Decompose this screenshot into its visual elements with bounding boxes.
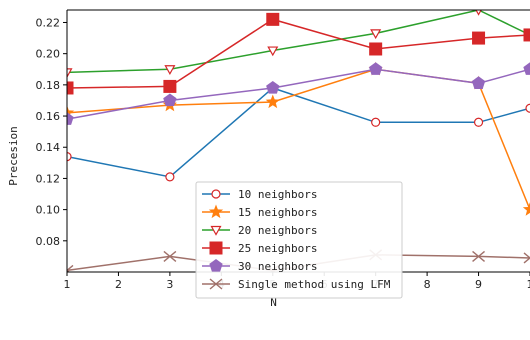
data-point	[471, 76, 486, 89]
data-point	[163, 250, 177, 262]
legend-item: 20 neighbors	[202, 224, 317, 237]
data-point	[472, 250, 486, 262]
x-tick-label: 9	[475, 278, 482, 291]
data-point	[267, 46, 279, 57]
data-point	[266, 12, 280, 26]
legend-marker	[209, 241, 223, 255]
legend-label: 30 neighbors	[238, 260, 317, 273]
series-4	[67, 12, 530, 95]
x-tick-label: 2	[115, 278, 122, 291]
data-point	[67, 81, 74, 95]
data-point	[67, 112, 74, 125]
legend-marker	[210, 225, 222, 236]
data-point	[163, 79, 177, 93]
plot-area	[67, 10, 530, 272]
data-point	[369, 62, 383, 75]
data-point	[67, 151, 72, 162]
data-point	[67, 68, 73, 79]
y-tick-label: 0.22	[36, 16, 61, 29]
data-point	[371, 117, 381, 127]
y-tick-label: 0.18	[36, 79, 61, 92]
series-1	[67, 83, 530, 182]
data-point	[369, 42, 383, 56]
y-tick-label: 0.20	[36, 48, 61, 61]
y-tick-label: 0.16	[36, 110, 61, 123]
data-point	[265, 94, 280, 109]
legend-box	[195, 181, 403, 299]
legend-marker	[208, 204, 224, 219]
y-tick-label: 0.10	[36, 204, 61, 217]
y-tick-label: 0.12	[36, 172, 61, 185]
legend-label: 20 neighbors	[238, 224, 317, 237]
legend-item: 25 neighbors	[202, 241, 317, 255]
y-axis-title: Precesion	[7, 126, 20, 186]
legend-item: Single method using LFM	[202, 278, 391, 291]
data-point	[522, 202, 530, 216]
data-point	[523, 62, 530, 75]
legend-label: 25 neighbors	[238, 242, 317, 255]
data-point	[473, 117, 484, 127]
series-3	[67, 10, 530, 79]
legend-label: Single method using LFM	[238, 278, 391, 291]
data-point	[164, 65, 176, 75]
legend-marker	[209, 278, 223, 290]
x-axis-title: N	[270, 296, 277, 309]
data-point	[266, 80, 280, 94]
x-tick-label: 1	[64, 278, 71, 291]
legend-item: 10 neighbors	[202, 188, 317, 201]
data-point	[472, 31, 486, 45]
legend-item: 15 neighbors	[202, 204, 317, 219]
series-line	[67, 68, 530, 210]
data-point	[67, 264, 74, 272]
series-line	[67, 18, 530, 89]
data-point	[525, 103, 530, 113]
legend: 10 neighbors 15 neighbors 20 neighbors 25 n…	[195, 181, 403, 299]
data-point	[163, 93, 177, 107]
legend-marker	[211, 189, 221, 199]
data-point	[523, 252, 530, 264]
data-point	[165, 172, 175, 182]
legend-label: 10 neighbors	[238, 188, 317, 201]
y-tick-label: 0.08	[36, 235, 61, 248]
series-layer	[67, 10, 530, 272]
data-point	[523, 28, 530, 42]
x-tick-label: 1	[527, 278, 530, 291]
legend-item: 30 neighbors	[202, 259, 317, 273]
legend-label: 15 neighbors	[238, 206, 317, 219]
series-5	[67, 62, 530, 125]
series-line	[67, 10, 530, 74]
x-tick-label: 3	[166, 278, 173, 291]
legend-marker	[209, 259, 223, 272]
x-tick-label: 8	[424, 278, 431, 291]
data-point	[370, 29, 382, 40]
series-line	[67, 68, 530, 120]
series-line	[67, 87, 530, 178]
y-tick-label: 0.14	[36, 141, 61, 154]
